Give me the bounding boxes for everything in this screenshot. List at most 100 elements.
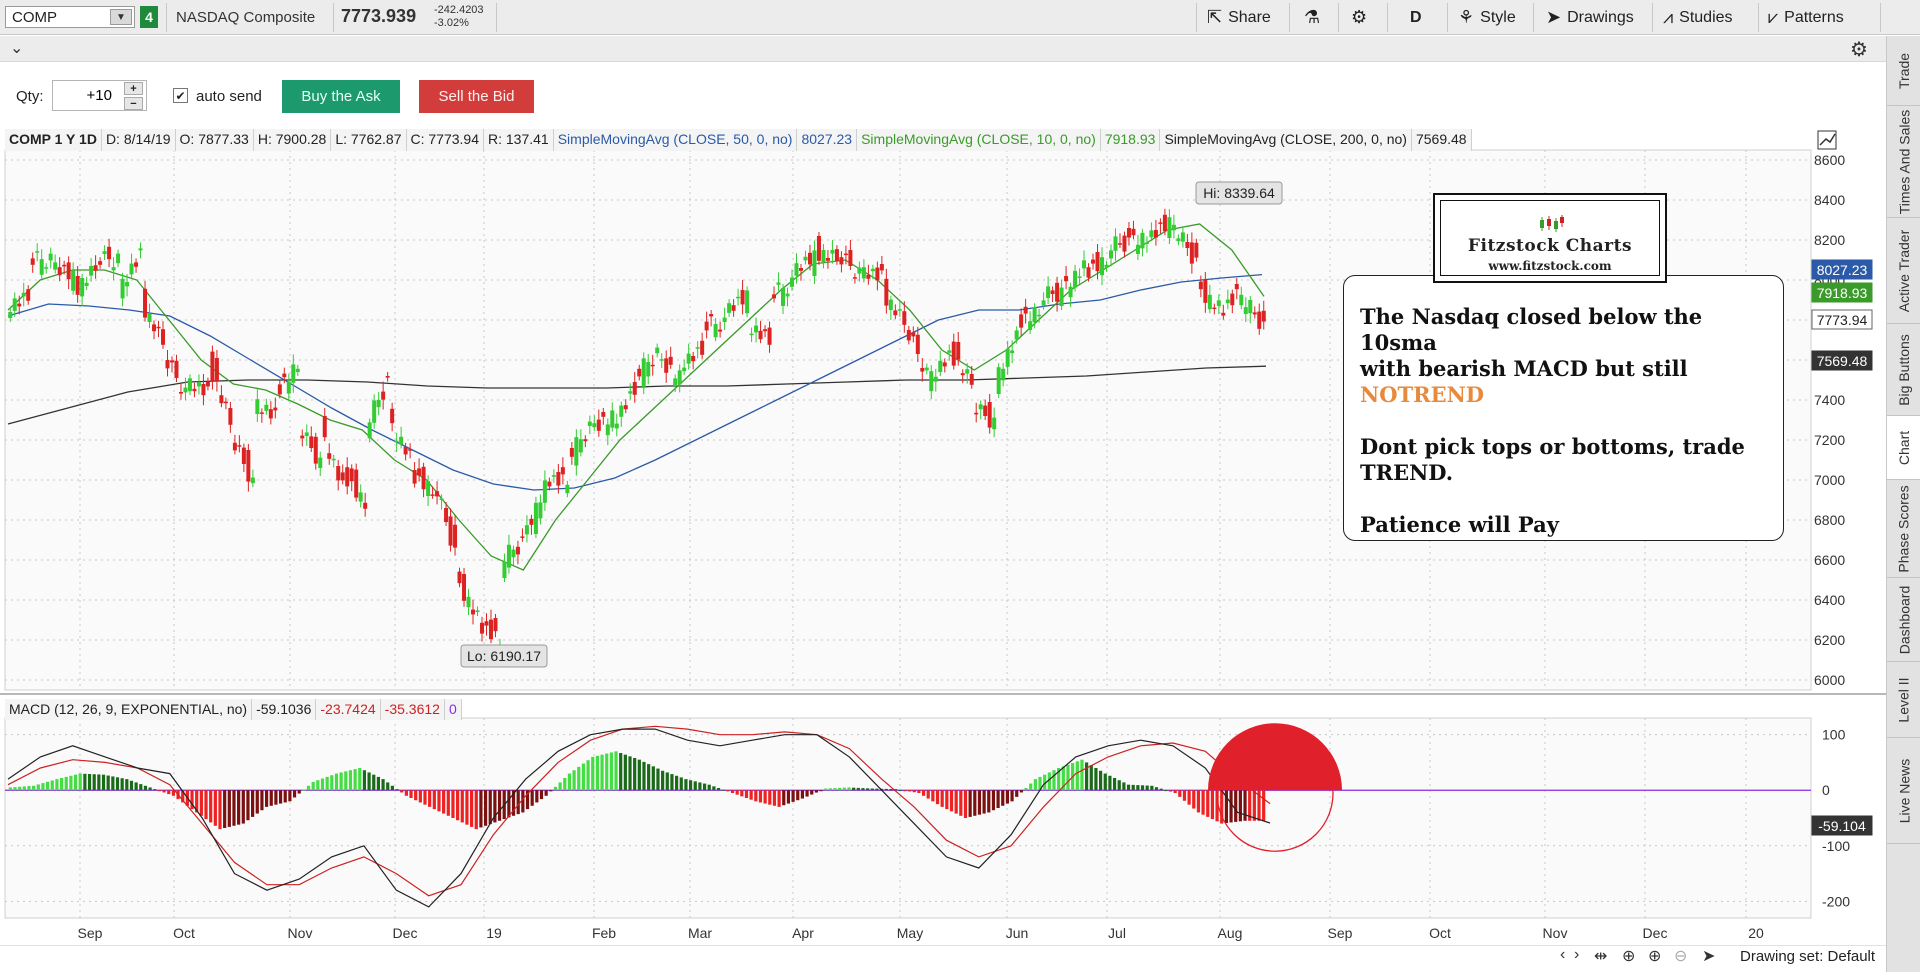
side-tab-level-ii[interactable]: Level II (1887, 662, 1920, 738)
price-candle (1212, 307, 1217, 310)
note-line-2: with bearish MACD but still (1360, 356, 1688, 381)
price-candle (807, 252, 812, 265)
share-button[interactable]: ⇱ Share (1207, 0, 1271, 35)
price-candle (178, 392, 183, 394)
qty-increment-button[interactable]: + (124, 82, 143, 95)
drawing-set-label[interactable]: Drawing set: Default (1740, 948, 1876, 965)
patterns-button[interactable]: ⩗ Patterns (1768, 0, 1844, 35)
price-candle (776, 282, 781, 285)
side-tab-active-trader[interactable]: Active Trader (1887, 218, 1920, 324)
price-candle (340, 472, 345, 481)
macd-zero: 0 (444, 699, 462, 720)
price-candle (812, 250, 817, 276)
annotation-note[interactable]: The Nasdaq closed below the 10sma with b… (1343, 275, 1784, 541)
price-candle (565, 484, 570, 494)
studies-label: Studies (1679, 8, 1733, 26)
symbol-dropdown-button[interactable]: ▼ (110, 9, 132, 25)
price-candle (686, 353, 691, 364)
price-candle (547, 481, 552, 487)
macd-histogram-bar (1024, 788, 1028, 791)
scroll-left-icon[interactable]: ‹ (1560, 946, 1566, 963)
price-candle (866, 274, 871, 279)
macd-histogram-bar (386, 782, 390, 791)
auto-send-checkbox[interactable]: ✔ (173, 88, 188, 103)
price-candle (210, 351, 215, 382)
price-candle (758, 330, 763, 340)
price-candle (205, 381, 210, 387)
macd-histogram-bar (805, 790, 809, 797)
sell-the-bid-button[interactable]: Sell the Bid (419, 80, 534, 113)
time-tick-label: Nov (288, 925, 313, 941)
crosshair-icon[interactable]: ⊕ (1622, 948, 1636, 965)
flask-button[interactable]: ⚗ (1304, 0, 1320, 35)
style-button[interactable]: ⚘ Style (1458, 0, 1516, 35)
studies-button[interactable]: ⩘ Studies (1663, 0, 1733, 35)
scroll-right-icon[interactable]: › (1574, 946, 1580, 963)
price-candle (1234, 284, 1239, 290)
zoom-out-icon[interactable]: ⊖ (1674, 948, 1688, 965)
price-candle (192, 388, 197, 392)
price-candle (596, 419, 601, 431)
side-tab-label: Active Trader (1896, 229, 1913, 312)
price-candle (488, 619, 493, 640)
chart-settings-gear-icon[interactable]: ⚙ (1850, 39, 1868, 61)
price-candle (228, 408, 233, 425)
price-candle (529, 518, 534, 525)
side-tab-chart[interactable]: Chart (1887, 416, 1920, 480)
study-header: COMP 1 Y 1D D: 8/14/19 O: 7877.33 H: 790… (5, 129, 1472, 151)
macd-histogram-bar (633, 758, 637, 791)
side-tab-phase-scores[interactable]: Phase Scores (1887, 480, 1920, 578)
price-candle (1086, 267, 1091, 278)
sma50-label[interactable]: SimpleMovingAvg (CLOSE, 50, 0, no) (553, 129, 798, 151)
sma50-line (7, 273, 1263, 491)
settings-gear-button[interactable]: ⚙ (1351, 0, 1367, 35)
macd-histogram-bar (1206, 790, 1210, 817)
macd-histogram-bar (1224, 790, 1228, 823)
side-tab-dashboard[interactable]: Dashboard (1887, 578, 1920, 662)
price-candle (345, 467, 350, 487)
sma200-label[interactable]: SimpleMovingAvg (CLOSE, 200, 0, no) (1160, 129, 1412, 151)
price-tick-label: 6200 (1814, 632, 1845, 648)
price-candle (125, 282, 130, 287)
price-candle (1207, 294, 1212, 310)
symbol-input[interactable]: COMP ▼ (5, 6, 135, 28)
gear-icon: ⚙ (1351, 7, 1368, 27)
buy-the-ask-button[interactable]: Buy the Ask (282, 80, 400, 113)
zoom-in-icon[interactable]: ⊕ (1648, 948, 1662, 965)
qty-decrement-button[interactable]: − (124, 97, 143, 110)
price-candle (214, 358, 219, 382)
drawings-button[interactable]: ➤ Drawings (1546, 0, 1634, 35)
pan-icon[interactable]: ⇹ (1594, 948, 1608, 965)
price-candle (363, 502, 368, 509)
price-candle (668, 356, 673, 365)
macd-diff: -35.3612 (380, 699, 445, 720)
macd-histogram-bar (474, 790, 478, 830)
macd-histogram-bar (223, 790, 227, 828)
pointer-icon[interactable]: ➤ (1702, 948, 1716, 965)
price-candle (1037, 314, 1042, 317)
macd-histogram-bar (1122, 782, 1126, 791)
macd-histogram-bar (87, 774, 92, 791)
sma10-label[interactable]: SimpleMovingAvg (CLOSE, 10, 0, no) (857, 129, 1101, 151)
side-tab-live-news[interactable]: Live News (1887, 738, 1920, 844)
side-tab-times-and-sales[interactable]: Times And Sales (1887, 106, 1920, 218)
low-label: Lo: 6190.17 (460, 644, 548, 668)
time-tick-label: Oct (173, 925, 195, 941)
side-tab-trade[interactable]: Trade (1887, 36, 1920, 106)
symbol-link-badge[interactable]: 4 (140, 6, 158, 28)
collapse-chevron-icon[interactable]: ⌄ (10, 40, 24, 57)
macd-histogram-bar (670, 774, 674, 791)
macd-histogram-bar (488, 790, 492, 825)
label-text: Hi: 8339.64 (1203, 185, 1275, 201)
macd-label[interactable]: MACD (12, 26, 9, EXPONENTIAL, no) (5, 699, 253, 720)
chart-mode-icon[interactable] (1817, 130, 1837, 150)
side-tab-big-buttons[interactable]: Big Buttons (1887, 324, 1920, 416)
macd-histogram-bar (1192, 790, 1196, 809)
cursor-icon: ➤ (1546, 7, 1562, 27)
price-candle (893, 310, 898, 316)
price-candle (592, 423, 597, 428)
aggregation-button[interactable]: D (1410, 0, 1422, 35)
price-candle (1225, 299, 1230, 304)
price-candle (745, 290, 750, 314)
price-candle (583, 439, 588, 442)
